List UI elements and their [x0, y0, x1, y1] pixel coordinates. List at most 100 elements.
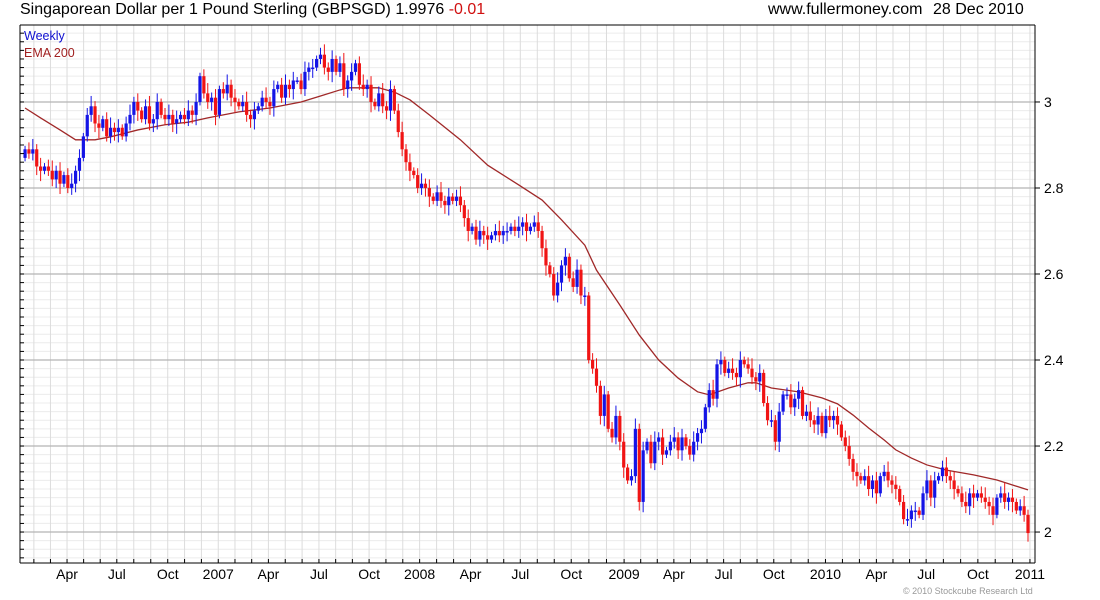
candle-body-down: [567, 256, 571, 279]
candle-body-up: [54, 170, 58, 180]
candle-body-down: [548, 265, 552, 275]
candle: [867, 465, 871, 496]
last-price: 1.9976: [395, 1, 445, 18]
candle: [221, 82, 225, 99]
candle-body-down: [462, 205, 466, 219]
candle-body-down: [839, 424, 844, 438]
candle-body-up: [695, 433, 700, 442]
y-tick-label: 2.2: [1044, 438, 1064, 454]
candle-body-down: [762, 372, 766, 404]
candle: [373, 98, 377, 110]
candle-body-up: [85, 114, 89, 137]
candle: [703, 403, 707, 433]
ema-200-line: [24, 87, 1029, 491]
y-tick-label: 2.6: [1044, 266, 1064, 282]
candle: [571, 271, 575, 293]
candle: [334, 55, 338, 76]
candle: [552, 267, 556, 301]
candle-body-up: [781, 394, 785, 412]
candle: [695, 427, 700, 451]
candle: [905, 508, 910, 527]
candle-body-down: [742, 360, 746, 365]
candle: [140, 107, 144, 123]
candle: [171, 109, 175, 133]
candle: [108, 117, 113, 144]
candle: [870, 475, 875, 498]
candle: [925, 470, 929, 501]
candle: [62, 171, 66, 188]
candle-body-up: [863, 476, 867, 481]
candle-body-up: [217, 89, 222, 115]
candle-body-up: [198, 76, 202, 102]
candle: [660, 428, 665, 465]
candle-body-up: [653, 441, 657, 464]
candle-body-down: [622, 441, 626, 468]
candle: [322, 44, 326, 75]
candle: [27, 142, 31, 159]
candle-body-up: [318, 54, 323, 59]
candle-body-up: [241, 101, 245, 107]
candle: [182, 108, 187, 125]
candle-body-up: [388, 89, 393, 111]
x-tick-label: Jul: [715, 566, 733, 582]
candle: [482, 225, 486, 244]
candle: [855, 463, 859, 487]
candle-body-up: [602, 394, 606, 416]
candle-body-up: [925, 480, 929, 494]
candle-body-down: [789, 394, 793, 408]
candle-body-down: [482, 230, 486, 236]
candle: [1018, 499, 1022, 516]
candle: [719, 351, 723, 375]
x-tick-label: Jul: [511, 566, 529, 582]
candle-body-down: [610, 428, 614, 438]
candle: [664, 446, 669, 459]
candle-body-up: [719, 360, 723, 365]
site-url[interactable]: www.fullermoney.com: [768, 1, 923, 18]
candle-body-down: [381, 93, 385, 107]
candle-body-down: [206, 93, 210, 102]
candle: [680, 428, 684, 461]
candle-body-up: [478, 230, 482, 240]
candle-body-down: [536, 222, 540, 231]
candle: [280, 77, 284, 103]
candle-body-up: [272, 89, 276, 107]
candle: [143, 99, 148, 125]
candle: [898, 485, 902, 506]
candle-body-down: [952, 480, 956, 490]
candle: [229, 79, 233, 107]
candle: [548, 261, 552, 278]
candle: [470, 223, 474, 235]
candle-body-up: [116, 127, 120, 133]
candle: [800, 386, 805, 420]
candle-body-up: [155, 101, 159, 120]
candle: [357, 56, 361, 90]
candle-body-down: [408, 162, 412, 171]
candle: [707, 383, 711, 413]
candle: [843, 430, 847, 452]
candle-body-up: [346, 80, 350, 90]
candle: [672, 427, 676, 449]
candle-body-up: [878, 476, 882, 494]
candle: [46, 159, 50, 176]
candle-body-up: [804, 411, 809, 416]
candle-body-up: [260, 97, 264, 107]
candle-body-down: [431, 196, 435, 201]
candle: [964, 491, 968, 514]
candle-body-up: [641, 450, 645, 502]
candle-body-down: [960, 493, 964, 502]
candle-body-up: [645, 441, 649, 451]
candle: [497, 220, 501, 243]
candle: [384, 101, 389, 120]
candle: [812, 415, 816, 434]
candle: [793, 393, 797, 416]
candle: [684, 433, 688, 450]
candle: [890, 475, 894, 494]
candle-body-down: [540, 230, 544, 249]
candle: [536, 212, 540, 238]
candle-body-up: [276, 84, 280, 90]
candle-body-down: [688, 446, 692, 455]
candle: [291, 71, 295, 100]
candle: [878, 472, 882, 497]
candle-body-down: [439, 192, 443, 201]
